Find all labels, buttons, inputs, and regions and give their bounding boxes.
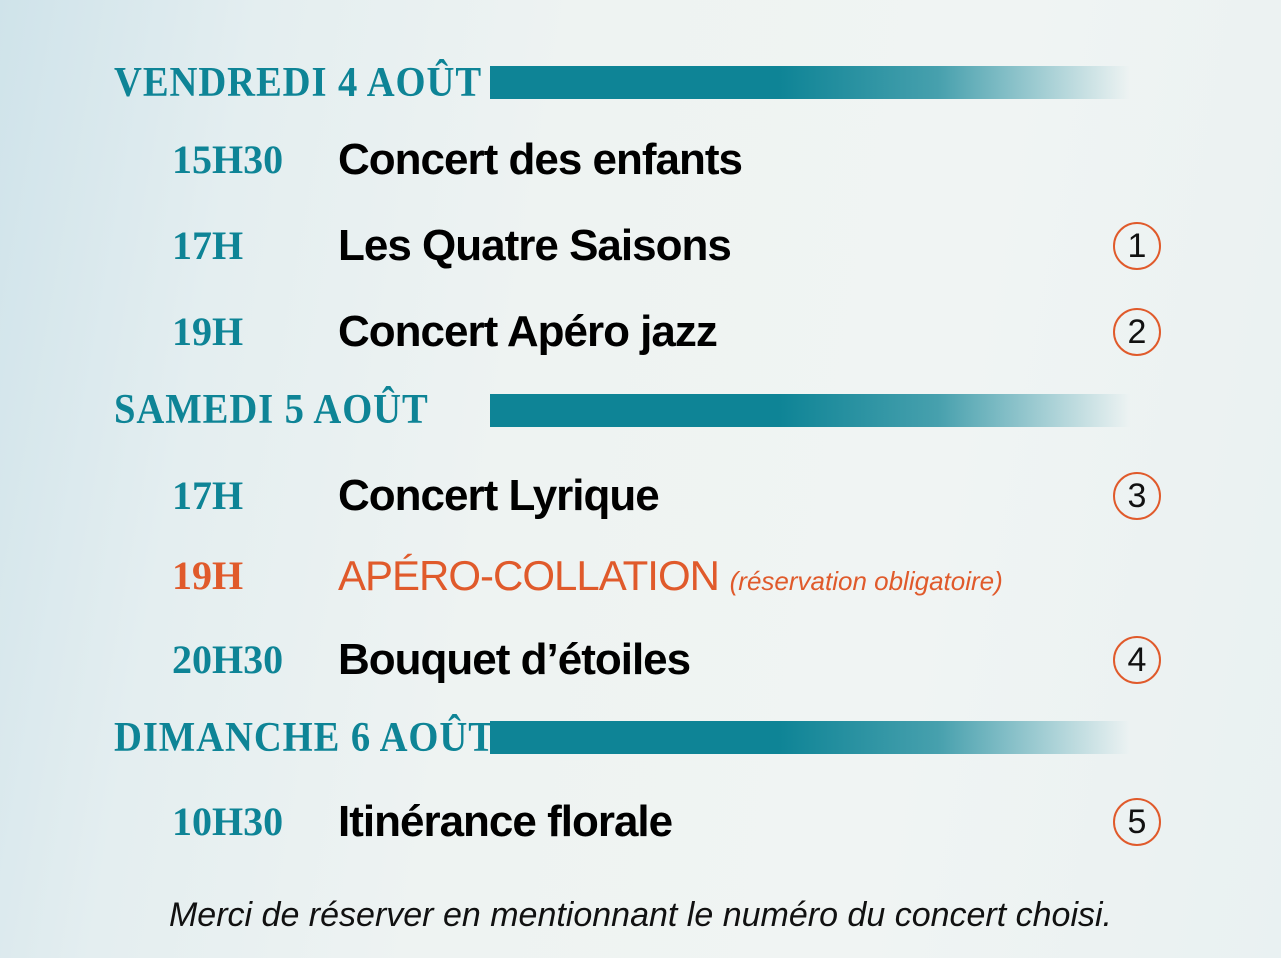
event-time: 20H30 bbox=[172, 637, 284, 682]
event-row: 17H Les Quatre Saisons 1 bbox=[0, 216, 1281, 276]
event-time: 15H30 bbox=[172, 137, 284, 182]
day-label: Samedi 5 août bbox=[114, 387, 429, 433]
day-label: Vendredi 4 août bbox=[114, 60, 483, 106]
event-title: Concert Lyrique bbox=[338, 471, 660, 520]
event-row: 19H Concert Apéro jazz 2 bbox=[0, 302, 1281, 362]
event-row: 10H30 Itinérance florale 5 bbox=[0, 792, 1281, 852]
event-title: Bouquet d’étoiles bbox=[338, 635, 691, 684]
event-row: 15H30 Concert des enfants bbox=[0, 130, 1281, 190]
event-title-wrap: APÉRO-COLLATION (réservation obligatoire… bbox=[338, 546, 1003, 611]
concert-number-badge: 2 bbox=[1113, 308, 1161, 356]
day-label: Dimanche 6 août bbox=[114, 715, 495, 761]
event-title: Itinérance florale bbox=[338, 797, 673, 846]
event-title: Concert des enfants bbox=[338, 135, 743, 184]
event-title: Concert Apéro jazz bbox=[338, 307, 718, 356]
event-row: 17H Concert Lyrique 3 bbox=[0, 466, 1281, 526]
event-time: 19H bbox=[172, 309, 244, 354]
concert-number-badge: 3 bbox=[1113, 472, 1161, 520]
concert-number-badge: 5 bbox=[1113, 798, 1161, 846]
day-divider-bar bbox=[490, 394, 1130, 427]
day-divider-bar bbox=[490, 66, 1130, 99]
reservation-note: (réservation obligatoire) bbox=[729, 566, 1003, 596]
concert-number-badge: 1 bbox=[1113, 222, 1161, 270]
event-time: 10H30 bbox=[172, 799, 284, 844]
concert-number-badge: 4 bbox=[1113, 636, 1161, 684]
day-divider-bar bbox=[490, 721, 1130, 754]
event-title: APÉRO-COLLATION bbox=[338, 552, 720, 599]
event-time: 19H bbox=[172, 553, 244, 598]
event-time: 17H bbox=[172, 223, 244, 268]
event-title: Les Quatre Saisons bbox=[338, 221, 732, 270]
event-row-highlight: 19H APÉRO-COLLATION (réservation obligat… bbox=[0, 546, 1281, 606]
footer-note: Merci de réserver en mentionnant le numé… bbox=[168, 896, 1113, 934]
event-time: 17H bbox=[172, 473, 244, 518]
event-row: 20H30 Bouquet d’étoiles 4 bbox=[0, 630, 1281, 690]
